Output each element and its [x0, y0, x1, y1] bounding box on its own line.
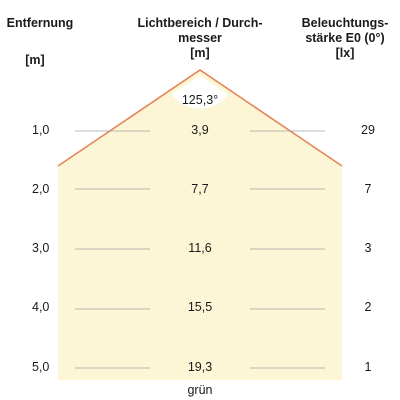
diameter-header-line1: Lichtbereich / Durch-	[137, 16, 263, 30]
diameter-value-row-4: 15,5	[187, 300, 213, 314]
distance-value-row-3: 3,0	[32, 241, 50, 255]
illuminance-header-line1: Beleuchtungs-	[301, 16, 389, 30]
diameter-header-unit: [m]	[190, 46, 210, 60]
distance-header-unit: [m]	[25, 53, 45, 67]
illuminance-header-line2: stärke E0 (0°)	[305, 31, 385, 45]
illuminance-value-row-2: 7	[364, 182, 372, 196]
color-label: grün	[187, 383, 213, 397]
diameter-header-line2: messer	[178, 31, 222, 45]
beam-fill	[58, 70, 342, 380]
illuminance-value-row-4: 2	[364, 300, 372, 314]
angle-label-cutout	[172, 76, 228, 109]
illuminance-header-unit: [lx]	[335, 46, 355, 60]
illuminance-value-row-5: 1	[364, 360, 372, 374]
diameter-value-row-2: 7,7	[191, 182, 209, 196]
beam-angle-label: 125,3°	[181, 93, 219, 107]
diameter-value-row-3: 11,6	[188, 241, 212, 255]
distance-header: Entfernung [m]	[0, 16, 80, 68]
diameter-value-row-1: 3,9	[191, 123, 209, 137]
distance-value-row-5: 5,0	[32, 360, 50, 374]
grid-lines	[75, 130, 325, 369]
diameter-header: Lichtbereich / Durch- messer [m]	[120, 16, 280, 61]
distance-value-row-2: 2,0	[32, 182, 50, 196]
distance-value-row-1: 1,0	[32, 123, 50, 137]
illuminance-header: Beleuchtungs- stärke E0 (0°) [lx]	[290, 16, 400, 61]
diameter-value-row-5: 19,3	[187, 360, 213, 374]
illuminance-value-row-1: 29	[361, 123, 375, 137]
distance-value-row-4: 4,0	[32, 300, 50, 314]
illuminance-value-row-3: 3	[364, 241, 372, 255]
distance-header-name: Entfernung	[6, 16, 74, 30]
beam-edge-line	[57, 69, 343, 167]
